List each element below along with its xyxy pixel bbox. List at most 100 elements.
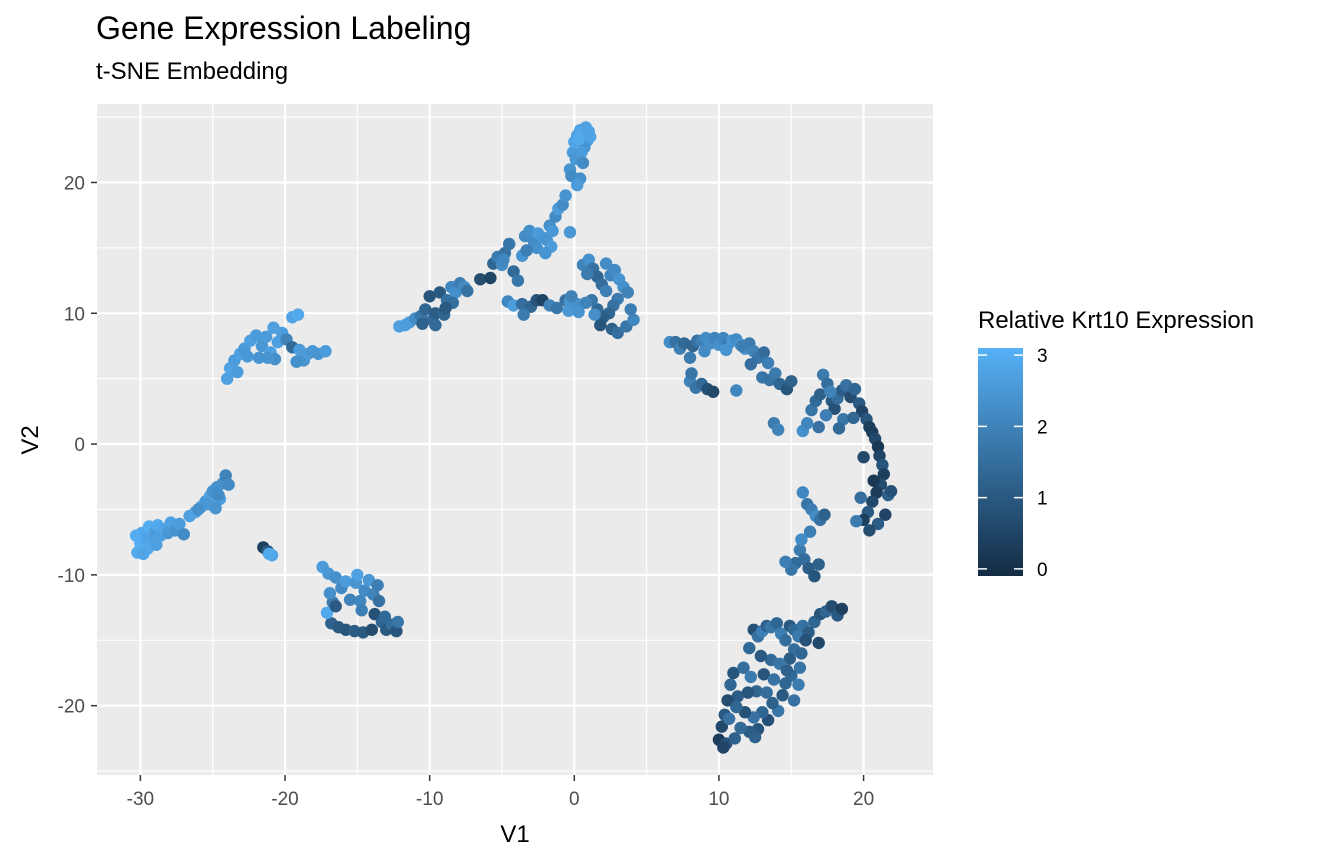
data-point	[354, 594, 367, 608]
data-point	[780, 664, 794, 677]
data-point	[848, 382, 862, 396]
data-point	[572, 305, 585, 319]
data-point	[799, 634, 812, 647]
data-point	[776, 689, 789, 702]
data-points	[129, 121, 898, 754]
data-point	[828, 402, 841, 415]
data-point	[876, 458, 889, 472]
data-point	[801, 417, 814, 430]
legend-tick-label: 0	[1037, 560, 1048, 581]
data-point	[365, 623, 378, 636]
data-point	[209, 502, 222, 515]
data-point	[770, 617, 783, 630]
data-point	[173, 517, 186, 531]
data-point	[320, 606, 334, 619]
legend-ticks: 0 1 2 3	[978, 346, 1048, 581]
data-point	[734, 721, 747, 735]
data-point	[520, 244, 533, 257]
data-point	[497, 253, 510, 266]
data-point	[812, 636, 825, 650]
data-point	[760, 686, 773, 699]
data-point	[727, 666, 740, 680]
data-point	[129, 529, 143, 542]
legend-colorbar	[978, 348, 1023, 576]
data-point	[267, 321, 280, 334]
data-point	[814, 388, 827, 401]
data-point	[724, 678, 737, 691]
data-point	[343, 593, 357, 606]
data-point	[371, 579, 384, 592]
x-tick-label: 0	[569, 789, 580, 810]
data-point	[517, 308, 530, 321]
data-point	[796, 486, 809, 499]
data-point	[832, 422, 846, 435]
legend-title: Relative Krt10 Expression	[978, 307, 1254, 334]
data-point	[222, 478, 235, 491]
data-point	[715, 720, 728, 733]
chart-title: Gene Expression Labeling	[96, 10, 472, 46]
legend-tick-label: 2	[1037, 417, 1048, 438]
data-point	[539, 246, 552, 260]
data-point	[339, 575, 352, 588]
data-point	[563, 226, 577, 239]
data-point	[579, 296, 593, 309]
data-point	[779, 677, 792, 690]
data-point	[766, 696, 779, 710]
data-point	[571, 178, 584, 192]
data-point	[744, 358, 757, 371]
data-point	[221, 372, 234, 385]
data-point	[550, 301, 564, 315]
data-point	[805, 403, 818, 417]
data-point	[624, 303, 637, 316]
data-point	[793, 543, 807, 557]
data-point	[884, 485, 898, 498]
data-point	[863, 524, 876, 537]
data-point	[329, 571, 342, 584]
data-point	[818, 508, 831, 521]
y-tick-label: -10	[58, 566, 85, 587]
data-point	[757, 346, 770, 359]
legend-tick-label: 1	[1037, 489, 1048, 510]
data-point	[767, 673, 781, 686]
data-point	[329, 600, 342, 613]
data-point	[769, 367, 782, 380]
data-point	[576, 156, 590, 170]
data-point	[857, 451, 870, 464]
data-point	[795, 647, 808, 660]
data-point	[847, 411, 860, 425]
data-point	[150, 538, 163, 551]
data-point	[812, 558, 825, 571]
x-axis: -30 -20 -10 0 10 20	[127, 775, 874, 810]
data-point	[599, 284, 613, 298]
x-tick-label: 20	[853, 789, 874, 810]
data-point	[737, 661, 750, 674]
data-point	[854, 491, 867, 504]
data-point	[761, 356, 775, 370]
data-point	[572, 133, 585, 146]
data-point	[433, 286, 446, 299]
legend-tick-label: 3	[1037, 346, 1048, 367]
data-point	[744, 670, 757, 684]
data-point	[137, 547, 150, 561]
data-point	[546, 224, 559, 238]
data-point	[743, 641, 756, 655]
chart-subtitle: t-SNE Embedding	[96, 58, 289, 85]
data-point	[837, 413, 850, 426]
data-point	[748, 730, 762, 744]
data-point	[785, 375, 798, 388]
data-point	[390, 624, 403, 638]
data-point	[378, 610, 391, 623]
data-point	[562, 304, 575, 317]
data-point	[707, 385, 720, 398]
data-point	[261, 351, 274, 364]
data-point	[824, 385, 837, 398]
data-point	[871, 440, 885, 453]
data-point	[803, 525, 817, 538]
data-point	[795, 533, 808, 546]
data-point	[879, 508, 892, 521]
data-point	[757, 668, 770, 681]
data-point	[319, 345, 332, 358]
data-point	[507, 265, 520, 278]
data-point	[355, 604, 368, 617]
